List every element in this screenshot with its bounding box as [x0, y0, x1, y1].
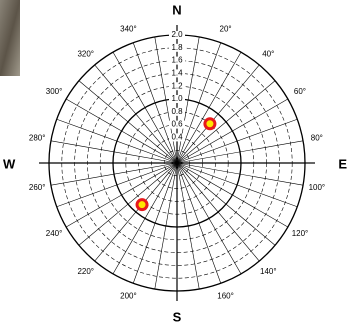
chart: N E S W 0.4 0.6 0.8 1.0 1.2 1.4 1.6 1.8 2.0 20° 40…	[0, 0, 352, 325]
r-tick-label: 1.4	[171, 69, 183, 78]
angle-tick-label: 240°	[46, 229, 63, 238]
r-tick-label: 0.6	[171, 120, 183, 129]
r-tick-label: 1.6	[171, 56, 183, 65]
angle-tick-label: 260°	[29, 183, 46, 192]
photo	[0, 0, 20, 76]
compass-s: S	[173, 309, 182, 324]
angle-tick-label: 120°	[292, 229, 309, 238]
angle-tick-label: 300°	[46, 87, 63, 96]
r-tick-label: 1.2	[171, 81, 183, 90]
point	[205, 119, 215, 129]
compass-w: W	[3, 156, 16, 171]
r-tick-label: 1.8	[171, 43, 183, 52]
r-tick-label: 0.4	[171, 133, 183, 142]
r-tick-label: 1.0	[171, 94, 183, 103]
angle-tick-label: 160°	[217, 292, 234, 301]
angle-tick-label: 200°	[120, 292, 137, 301]
angle-tick-label: 340°	[120, 25, 137, 34]
angle-tick-label: 100°	[309, 183, 326, 192]
angle-tick-label: 40°	[262, 49, 274, 58]
point	[137, 200, 147, 210]
compass-n: N	[172, 2, 181, 17]
angle-tick-label: 320°	[77, 49, 94, 58]
r-tick-label: 2.0	[171, 30, 183, 39]
angle-tick-label: 80°	[311, 133, 323, 142]
angle-tick-label: 140°	[260, 267, 277, 276]
r-tick-label: 0.8	[171, 107, 183, 116]
angle-tick-label: 20°	[220, 25, 232, 34]
angle-tick-label: 60°	[294, 87, 306, 96]
compass-e: E	[338, 156, 347, 171]
angle-tick-label: 280°	[29, 133, 46, 142]
angle-tick-label: 220°	[77, 267, 94, 276]
page: {"chart_data": {"type": "polar", "compas…	[0, 0, 352, 325]
